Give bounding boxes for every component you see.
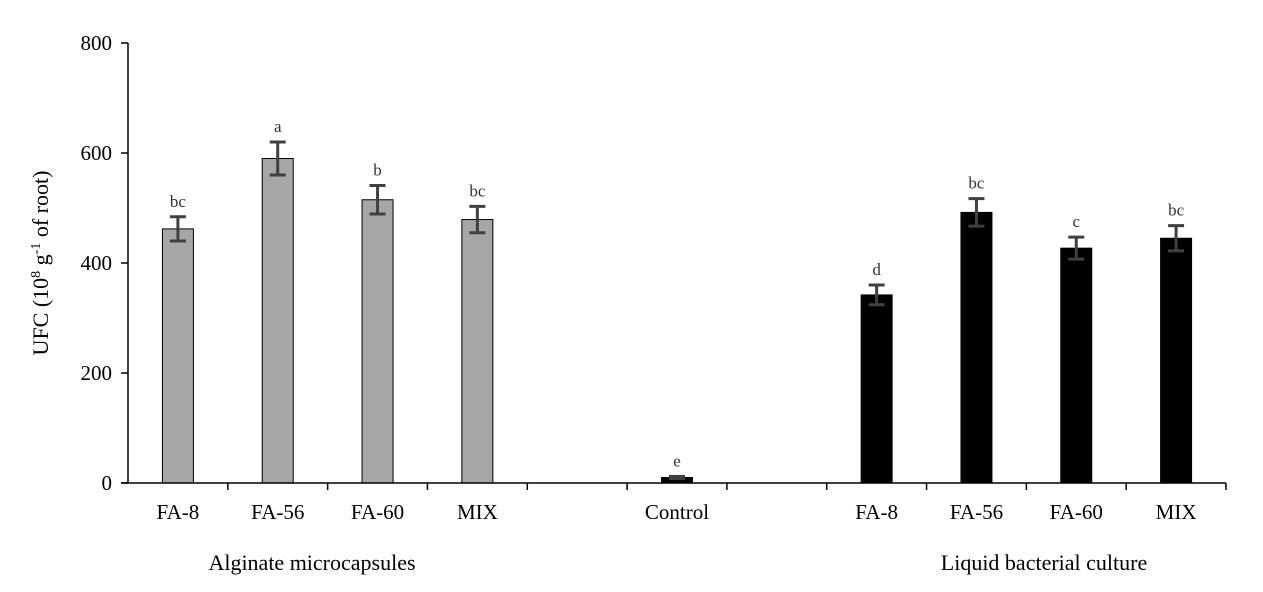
bar-liquid-fa-60 xyxy=(1060,247,1093,484)
category-label: FA-56 xyxy=(251,500,304,524)
y-tick-label: 600 xyxy=(81,141,113,165)
y-axis-title: UFC (108 g-1 of root) xyxy=(28,171,53,356)
category-labels: FA-8 FA-56 FA-60 MIX Control FA-8 FA-56 FA-60 MI… xyxy=(157,500,1197,524)
x-axis-ticks xyxy=(227,483,1227,490)
group-label-liquid: Liquid bacterial culture xyxy=(941,550,1147,575)
y-tick-label: 400 xyxy=(81,251,113,275)
bar-alginate-mix xyxy=(461,219,494,484)
category-label: FA-60 xyxy=(351,500,404,524)
y-tick-label: 800 xyxy=(81,31,113,55)
bar-alginate-fa-8 xyxy=(161,228,194,484)
y-tick-label: 200 xyxy=(81,361,113,385)
bars: bc a b bc e d bc c bc xyxy=(161,117,1193,484)
significance-label: b xyxy=(373,160,382,179)
category-label: FA-8 xyxy=(855,500,898,524)
category-label: MIX xyxy=(1156,500,1197,524)
bar-alginate-fa-56 xyxy=(261,158,294,484)
significance-label: bc xyxy=(1168,201,1185,220)
significance-label: bc xyxy=(170,192,187,211)
category-label: FA-8 xyxy=(157,500,200,524)
bar-liquid-fa-56 xyxy=(960,211,993,484)
significance-label: a xyxy=(274,117,282,136)
significance-label: d xyxy=(872,260,881,279)
significance-label: bc xyxy=(469,181,486,200)
category-label: Control xyxy=(645,500,709,524)
bar-alginate-fa-60 xyxy=(361,199,394,484)
significance-label: bc xyxy=(968,174,985,193)
bar-liquid-fa-8 xyxy=(860,294,893,484)
significance-label: e xyxy=(673,451,681,470)
y-tick-label: 0 xyxy=(102,471,113,495)
bar-liquid-mix xyxy=(1160,237,1193,484)
category-label: FA-60 xyxy=(1050,500,1103,524)
category-label: FA-56 xyxy=(950,500,1003,524)
group-label-alginate: Alginate microcapsules xyxy=(208,550,415,575)
category-label: MIX xyxy=(457,500,498,524)
y-axis-ticks: 0 200 400 600 800 xyxy=(81,31,128,495)
significance-label: c xyxy=(1072,212,1080,231)
